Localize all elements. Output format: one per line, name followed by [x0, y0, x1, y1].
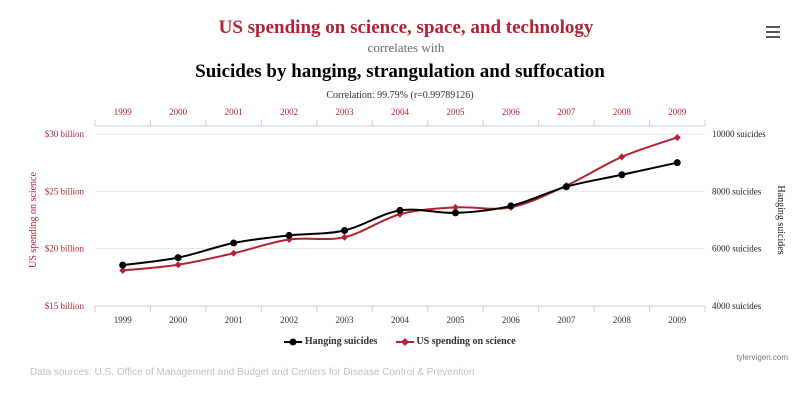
x-tick-label-top: 2009: [668, 107, 687, 117]
credit-link[interactable]: tylervigen.com: [736, 353, 788, 362]
data-point-hanging-suicides: [230, 239, 238, 247]
data-point-hanging-suicides: [618, 171, 626, 179]
y-left-axis-title: US spending on science: [28, 172, 39, 268]
y-left-tick-label: $20 billion: [45, 244, 85, 254]
data-point-hanging-suicides: [285, 231, 293, 239]
data-point-hanging-suicides: [673, 159, 681, 167]
chart-subtitle: correlates with: [367, 40, 445, 55]
menu-bar: [766, 26, 780, 28]
x-tick-label: 2004: [391, 315, 410, 325]
legend-marker-diamond-icon: [395, 337, 414, 346]
y-right-axis-title: Hanging suicides: [775, 185, 786, 254]
data-point-hanging-suicides: [507, 202, 515, 210]
correlation-label: Correlation: 99.79% (r=0.99789126): [326, 90, 474, 101]
legend: Hanging suicides US spending on science: [0, 336, 800, 347]
x-tick-label-top: 2004: [391, 107, 410, 117]
data-point-hanging-suicides: [562, 183, 570, 191]
y-left-tick-label: $25 billion: [45, 186, 85, 196]
x-tick-label-top: 2002: [280, 107, 298, 117]
x-tick-label: 1999: [114, 315, 133, 325]
legend-label: US spending on science: [416, 336, 516, 347]
y-right-tick-label: 8000 suicides: [712, 186, 762, 196]
x-tick-label: 2009: [668, 315, 687, 325]
y-right-tick-label: 4000 suicides: [712, 301, 762, 311]
x-tick-label-top: 2008: [613, 107, 632, 117]
x-tick-label-top: 2003: [336, 107, 355, 117]
y-right-tick-label: 10000 suicides: [712, 129, 766, 139]
x-tick-label: 2001: [225, 315, 243, 325]
data-point-hanging-suicides: [451, 209, 459, 217]
y-left-tick-label: $15 billion: [45, 301, 85, 311]
data-point-us-spending-on-science: [451, 203, 459, 211]
data-point-hanging-suicides: [341, 226, 349, 234]
x-tick-label-top: 2005: [446, 107, 465, 117]
data-point-us-spending-on-science: [341, 233, 349, 241]
hamburger-menu-icon[interactable]: [766, 26, 780, 38]
x-tick-label: 2006: [502, 315, 521, 325]
data-sources: Data sources: U.S. Office of Management …: [30, 367, 475, 378]
data-point-us-spending-on-science: [618, 153, 626, 161]
legend-item-hanging-suicides[interactable]: Hanging suicides: [284, 336, 377, 347]
x-tick-label: 2008: [613, 315, 632, 325]
x-tick-label-top: 1999: [114, 107, 133, 117]
legend-marker-circle-icon: [284, 338, 303, 346]
x-tick-label-top: 2007: [557, 107, 576, 117]
chart-title-secondary: Suicides by hanging, strangulation and s…: [195, 61, 605, 82]
data-point-us-spending-on-science: [230, 249, 238, 257]
x-tick-label: 2007: [557, 315, 576, 325]
legend-label: Hanging suicides: [304, 336, 378, 347]
data-point-hanging-suicides: [119, 261, 127, 269]
x-tick-label: 2002: [280, 315, 298, 325]
x-tick-label-top: 2000: [169, 107, 188, 117]
data-point-hanging-suicides: [396, 206, 404, 214]
menu-bar: [766, 31, 780, 33]
x-tick-label-top: 2001: [225, 107, 243, 117]
data-point-us-spending-on-science: [119, 266, 127, 274]
x-tick-label: 2005: [446, 315, 465, 325]
chart-title: US spending on science, space, and techn…: [218, 17, 594, 38]
x-tick-label-top: 2006: [502, 107, 521, 117]
legend-item-us-spending-on-science[interactable]: US spending on science: [395, 336, 516, 347]
y-right-tick-label: 6000 suicides: [712, 244, 762, 254]
y-left-tick-label: $30 billion: [45, 129, 85, 139]
menu-bar: [766, 36, 780, 38]
data-point-us-spending-on-science: [174, 261, 182, 269]
x-tick-label: 2003: [336, 315, 355, 325]
x-tick-label: 2000: [169, 315, 188, 325]
data-point-hanging-suicides: [174, 254, 182, 262]
data-point-us-spending-on-science: [673, 133, 681, 141]
